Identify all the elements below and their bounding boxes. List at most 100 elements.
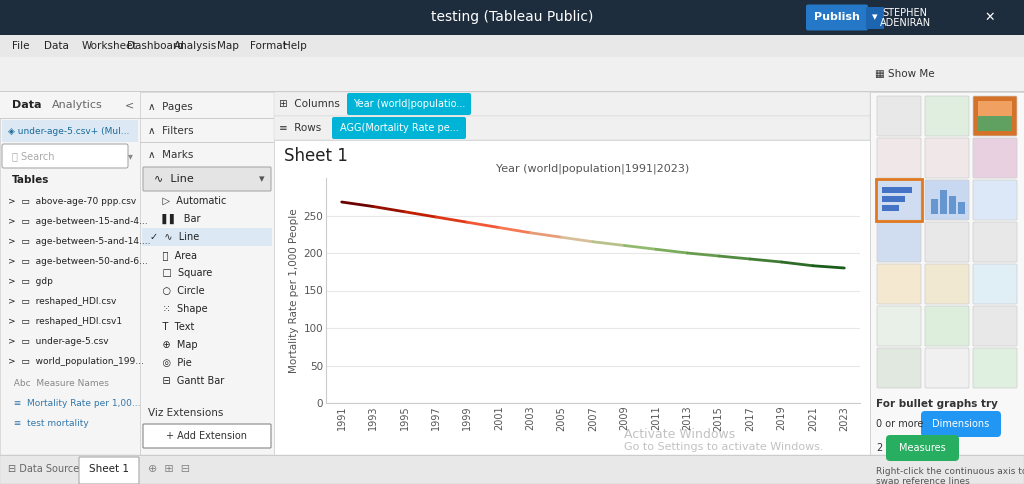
Bar xyxy=(931,199,938,214)
FancyBboxPatch shape xyxy=(877,348,921,388)
Bar xyxy=(866,6,884,29)
Text: ○  Circle: ○ Circle xyxy=(150,286,205,296)
Text: ▌▌  Bar: ▌▌ Bar xyxy=(150,214,201,224)
Text: testing (Tableau Public): testing (Tableau Public) xyxy=(431,11,593,25)
Text: >  ▭  age-between-15-and-4...: > ▭ age-between-15-and-4... xyxy=(8,217,147,227)
Text: T  Text: T Text xyxy=(150,322,195,332)
Bar xyxy=(978,101,1012,116)
Text: >  ▭  reshaped_HDI.csv: > ▭ reshaped_HDI.csv xyxy=(8,298,117,306)
Bar xyxy=(274,92,870,116)
Bar xyxy=(0,0,1024,35)
Y-axis label: Mortality Rate per 1,000 People: Mortality Rate per 1,000 People xyxy=(290,208,299,373)
Text: STEPHEN: STEPHEN xyxy=(883,7,928,17)
Bar xyxy=(882,196,905,202)
Text: Publish: Publish xyxy=(814,13,860,22)
Text: Data: Data xyxy=(44,41,69,51)
Text: Viz Extensions: Viz Extensions xyxy=(148,408,223,418)
Bar xyxy=(882,187,912,193)
Text: ⊞  Columns: ⊞ Columns xyxy=(279,99,340,109)
Text: ✕: ✕ xyxy=(985,11,995,24)
Bar xyxy=(0,118,140,119)
Text: ≡  Mortality Rate per 1,00...: ≡ Mortality Rate per 1,00... xyxy=(8,399,140,408)
Text: + Add Extension: + Add Extension xyxy=(167,431,248,441)
Bar xyxy=(140,118,274,119)
Text: ∧  Pages: ∧ Pages xyxy=(148,102,193,112)
FancyBboxPatch shape xyxy=(332,117,466,139)
Bar xyxy=(0,91,1024,92)
FancyBboxPatch shape xyxy=(877,222,921,262)
Bar xyxy=(274,140,870,455)
Title: Year (world|population|1991|2023): Year (world|population|1991|2023) xyxy=(497,163,689,174)
Text: ≡  Rows: ≡ Rows xyxy=(279,123,322,133)
FancyBboxPatch shape xyxy=(2,144,128,168)
FancyBboxPatch shape xyxy=(925,138,969,178)
Text: Analytics: Analytics xyxy=(52,100,102,110)
Text: ⊟  Gantt Bar: ⊟ Gantt Bar xyxy=(150,376,224,386)
Text: ADENIRAN: ADENIRAN xyxy=(880,18,931,29)
FancyBboxPatch shape xyxy=(877,180,921,220)
Text: Go to Settings to activate Windows.: Go to Settings to activate Windows. xyxy=(624,442,823,452)
Text: Right-click the continuous axis to
swap reference lines: Right-click the continuous axis to swap … xyxy=(876,467,1024,484)
Bar xyxy=(0,455,1024,484)
Bar xyxy=(949,196,956,214)
FancyBboxPatch shape xyxy=(921,411,1001,437)
Text: ✓  ∿  Line: ✓ ∿ Line xyxy=(150,232,200,242)
Text: <: < xyxy=(125,100,134,110)
Text: ⌒  Area: ⌒ Area xyxy=(150,250,197,260)
Text: ▷  Automatic: ▷ Automatic xyxy=(150,196,226,206)
Text: ▾: ▾ xyxy=(128,151,132,161)
FancyBboxPatch shape xyxy=(79,457,139,484)
Text: ▾: ▾ xyxy=(259,174,265,184)
Bar xyxy=(940,190,947,214)
FancyBboxPatch shape xyxy=(973,306,1017,346)
Text: Format: Format xyxy=(250,41,287,51)
Text: ∿  Line: ∿ Line xyxy=(154,174,194,184)
Bar xyxy=(0,92,140,455)
Text: >  ▭  under-age-5.csv: > ▭ under-age-5.csv xyxy=(8,337,109,347)
Bar xyxy=(140,142,274,143)
FancyBboxPatch shape xyxy=(925,264,969,304)
Text: >  ▭  world_population_199...: > ▭ world_population_199... xyxy=(8,358,144,366)
Text: Map: Map xyxy=(217,41,239,51)
Text: Data: Data xyxy=(12,100,42,110)
Text: >  ▭  reshaped_HDI.csv1: > ▭ reshaped_HDI.csv1 xyxy=(8,318,122,327)
FancyBboxPatch shape xyxy=(143,424,271,448)
Bar xyxy=(2,120,138,142)
FancyBboxPatch shape xyxy=(806,4,868,30)
FancyBboxPatch shape xyxy=(925,306,969,346)
FancyBboxPatch shape xyxy=(925,96,969,136)
Text: 🔍 Search: 🔍 Search xyxy=(12,151,54,161)
FancyBboxPatch shape xyxy=(877,306,921,346)
Bar xyxy=(870,92,1024,455)
Text: Analysis: Analysis xyxy=(174,41,217,51)
Text: Year (world|populatio...: Year (world|populatio... xyxy=(353,99,465,109)
Text: ∧  Marks: ∧ Marks xyxy=(148,150,194,160)
Text: >  ▭  age-between-5-and-14....: > ▭ age-between-5-and-14.... xyxy=(8,238,151,246)
FancyBboxPatch shape xyxy=(877,264,921,304)
Text: ≡  test mortality: ≡ test mortality xyxy=(8,420,89,428)
Text: 0 or more: 0 or more xyxy=(876,419,924,429)
Text: Measures: Measures xyxy=(899,443,946,453)
Text: >  ▭  above-age-70 ppp.csv: > ▭ above-age-70 ppp.csv xyxy=(8,197,136,207)
FancyBboxPatch shape xyxy=(143,167,271,191)
FancyBboxPatch shape xyxy=(886,435,959,461)
Text: ⁙  Shape: ⁙ Shape xyxy=(150,304,208,314)
FancyBboxPatch shape xyxy=(877,138,921,178)
Bar xyxy=(0,455,1024,456)
Bar xyxy=(958,202,965,214)
Text: Dashboard: Dashboard xyxy=(127,41,183,51)
Text: File: File xyxy=(12,41,30,51)
Bar xyxy=(142,228,272,246)
Text: For bullet graphs try: For bullet graphs try xyxy=(876,399,997,409)
Text: ⊕  ⊞  ⊟: ⊕ ⊞ ⊟ xyxy=(148,465,190,474)
Bar xyxy=(876,179,922,221)
Text: >  ▭  age-between-50-and-6...: > ▭ age-between-50-and-6... xyxy=(8,257,147,267)
FancyBboxPatch shape xyxy=(973,348,1017,388)
Text: ◈ under-age-5.csv+ (Mul...: ◈ under-age-5.csv+ (Mul... xyxy=(8,126,129,136)
FancyBboxPatch shape xyxy=(925,222,969,262)
Text: □  Square: □ Square xyxy=(150,268,212,278)
Bar xyxy=(0,35,1024,57)
Bar xyxy=(140,92,274,455)
Text: ⊕  Map: ⊕ Map xyxy=(150,340,198,350)
Bar xyxy=(274,116,870,140)
